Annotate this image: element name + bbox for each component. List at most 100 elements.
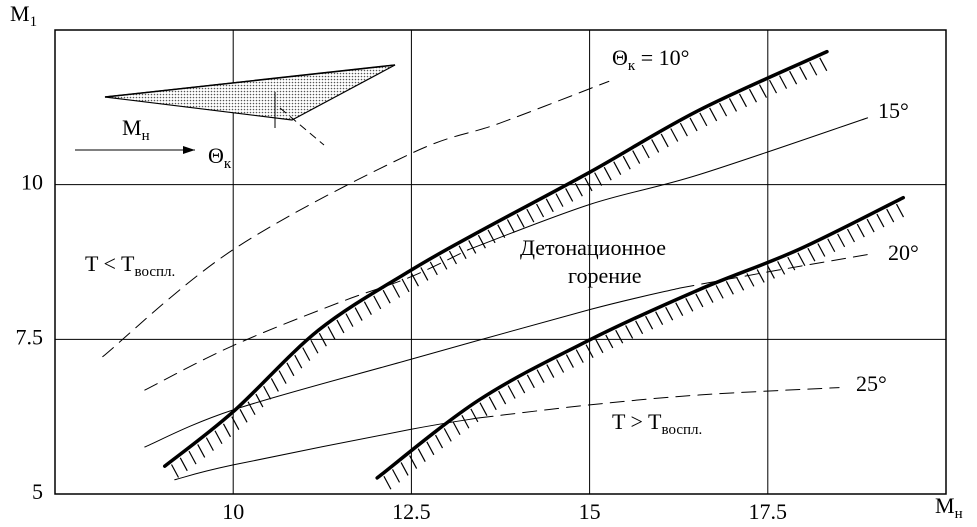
hatch xyxy=(716,285,723,298)
annotation-main: горение xyxy=(568,263,642,288)
hatch xyxy=(402,279,409,292)
hatch xyxy=(656,312,663,325)
hatch xyxy=(818,244,825,257)
hatch xyxy=(847,229,854,242)
hatch xyxy=(421,267,428,280)
hatch xyxy=(507,219,514,232)
hatch xyxy=(690,118,697,131)
hatch xyxy=(206,438,213,451)
hatch xyxy=(240,409,247,422)
hatch xyxy=(636,321,643,334)
hatch xyxy=(652,139,659,152)
hatch xyxy=(666,307,673,320)
hatch xyxy=(576,350,583,363)
hatch xyxy=(556,194,563,207)
inset-label-sub: к xyxy=(224,156,232,172)
hatch xyxy=(700,113,707,126)
hatch xyxy=(661,134,668,147)
annotation: 20° xyxy=(888,240,919,265)
x-tick-label: 12.5 xyxy=(392,499,431,524)
hatch xyxy=(546,199,553,212)
hatch xyxy=(537,204,544,217)
hatch xyxy=(696,294,703,307)
annotation-sub: воспл. xyxy=(662,422,703,438)
hatch xyxy=(444,428,451,441)
hatch xyxy=(557,360,564,373)
hatch xyxy=(857,224,864,237)
hatch xyxy=(710,108,717,121)
hatch xyxy=(189,451,196,464)
hatch xyxy=(780,76,787,89)
x-axis-label-main: M xyxy=(935,493,955,518)
hatch xyxy=(887,209,894,222)
annotation-main: T < T xyxy=(85,251,135,276)
hatch xyxy=(646,316,653,329)
hatch xyxy=(508,385,515,398)
hatch xyxy=(303,348,310,361)
hatch xyxy=(346,314,353,327)
hatch xyxy=(596,340,603,353)
series-line xyxy=(145,250,469,390)
hatch xyxy=(271,378,278,391)
hatch xyxy=(279,371,286,384)
annotation-sub: воспл. xyxy=(135,264,176,280)
hatch xyxy=(337,320,344,333)
hatch xyxy=(436,435,443,448)
hatch xyxy=(896,204,903,217)
hatch xyxy=(616,330,623,343)
hatch xyxy=(383,290,390,303)
hatch xyxy=(374,296,381,309)
hatch xyxy=(838,234,845,247)
hatch xyxy=(223,424,230,437)
hatch xyxy=(798,253,805,266)
page: {"chart_data": { "type": "line", "x_labe… xyxy=(0,0,977,527)
hatch xyxy=(393,469,400,482)
hatch xyxy=(430,262,437,275)
hatch xyxy=(328,326,335,339)
y-tick-label: 7.5 xyxy=(16,324,44,349)
hatch xyxy=(706,290,713,303)
hatch xyxy=(726,281,733,294)
hatch xyxy=(867,219,874,232)
y-axis-label-sub: 1 xyxy=(30,14,38,30)
hatch xyxy=(453,422,460,435)
annotation: T < Tвоспл. xyxy=(85,251,175,280)
hatch xyxy=(633,151,640,164)
hatch xyxy=(311,340,318,353)
hatch xyxy=(499,391,506,404)
hatch xyxy=(778,261,785,274)
chart: 1012.51517.557.510M1MнΘк = 10°15°20°25°T… xyxy=(0,0,977,527)
annotation: 25° xyxy=(856,371,887,396)
hatch xyxy=(566,188,573,201)
x-tick-label: 10 xyxy=(222,499,244,524)
hatch xyxy=(517,214,524,227)
hatch xyxy=(410,456,417,469)
annotation-main: 20° xyxy=(888,240,919,265)
hatch xyxy=(518,380,525,393)
hatch xyxy=(440,256,447,269)
hatch xyxy=(757,269,764,282)
hatch xyxy=(295,355,302,368)
y-tick-label: 5 xyxy=(32,479,43,504)
hatch xyxy=(680,123,687,136)
y-tick-label: 10 xyxy=(21,170,43,195)
hatch xyxy=(749,89,756,102)
series-line xyxy=(468,118,867,250)
hatch xyxy=(480,403,487,416)
hatch xyxy=(547,365,554,378)
hatch xyxy=(877,214,884,227)
inset-label-main: M xyxy=(122,115,142,140)
hatch xyxy=(686,298,693,311)
hatch xyxy=(364,302,371,315)
hatch xyxy=(537,370,544,383)
annotation: Θк = 10° xyxy=(612,45,689,74)
annotation-main: 15° xyxy=(878,98,909,123)
series-line xyxy=(145,288,680,447)
annotation-main: Детонационное xyxy=(520,235,666,260)
hatch xyxy=(604,167,611,180)
hatch xyxy=(770,80,777,93)
annotation-main: 25° xyxy=(856,371,887,396)
hatch xyxy=(180,458,187,471)
annotation: горение xyxy=(568,263,642,288)
inset-label-sub: н xyxy=(142,128,150,144)
